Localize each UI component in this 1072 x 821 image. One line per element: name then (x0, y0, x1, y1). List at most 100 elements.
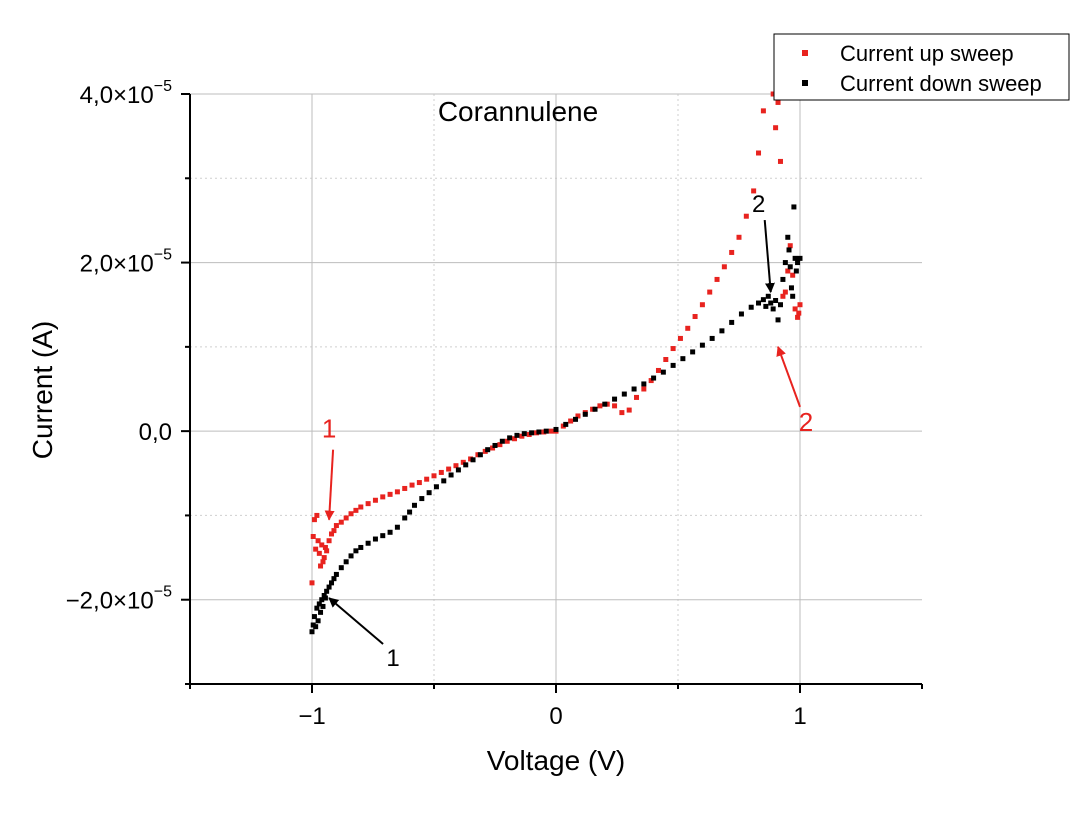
annotation-label: 1 (386, 645, 399, 672)
data-point (582, 411, 588, 417)
data-point (563, 421, 569, 427)
data-point (446, 466, 452, 472)
data-point (760, 108, 766, 114)
data-point (773, 298, 779, 303)
legend: Current up sweep Current down sweep (773, 33, 1070, 101)
annotation-2: 2 (776, 345, 813, 437)
data-point (365, 540, 371, 546)
data-point (455, 467, 461, 473)
data-point (770, 91, 776, 97)
data-point (470, 457, 476, 463)
data-point (387, 529, 393, 535)
data-point (785, 234, 791, 240)
data-point (670, 346, 676, 352)
annotation-label: 2 (799, 407, 813, 437)
data-point (680, 356, 686, 362)
data-point (677, 335, 683, 341)
data-point (793, 268, 799, 274)
data-point (795, 260, 801, 266)
x-tick-label: −1 (298, 703, 325, 730)
data-point (777, 158, 783, 164)
data-point (756, 300, 762, 306)
data-point (780, 293, 786, 299)
data-point (358, 504, 364, 510)
data-point (786, 247, 792, 253)
y-tick-label: −2,0×10−5 (66, 584, 172, 615)
data-point (760, 297, 766, 303)
data-point (634, 394, 640, 400)
data-point (353, 507, 359, 513)
y-tick-label: 0,0 (139, 419, 172, 446)
data-point (318, 609, 324, 615)
data-point (407, 509, 413, 515)
data-point (453, 463, 459, 469)
data-point (685, 325, 691, 331)
legend-label: Current up sweep (840, 41, 1014, 66)
data-point (690, 349, 696, 355)
data-point (714, 276, 720, 282)
data-point (553, 426, 559, 432)
data-point (424, 476, 430, 482)
data-point (573, 416, 579, 422)
data-point (796, 310, 802, 316)
data-point (358, 544, 364, 550)
data-point (670, 362, 676, 368)
data-point (655, 367, 661, 373)
data-point (409, 482, 415, 488)
y-axis-title: Current (A) (27, 321, 58, 459)
data-point (438, 469, 444, 475)
data-point (318, 563, 324, 569)
data-point (631, 386, 637, 392)
data-point (309, 580, 315, 586)
x-tick-label: 1 (793, 703, 806, 730)
data-point (313, 546, 319, 552)
data-point (797, 255, 803, 261)
data-point (780, 276, 786, 282)
data-point (460, 459, 466, 465)
data-point (775, 317, 781, 323)
data-point (692, 314, 698, 320)
data-point (765, 293, 771, 299)
data-point (568, 418, 574, 424)
legend-box (773, 33, 1070, 101)
data-point (782, 289, 788, 295)
data-point (651, 375, 657, 381)
data-point (775, 99, 781, 105)
data-point (402, 485, 408, 491)
data-point (372, 497, 378, 503)
data-point (311, 517, 317, 523)
data-point (514, 432, 520, 438)
data-point (787, 264, 793, 270)
legend-label: Current down sweep (840, 71, 1042, 96)
data-point (768, 300, 774, 306)
data-point (743, 213, 749, 219)
series-1 (309, 204, 803, 635)
data-point (477, 452, 483, 458)
data-point (773, 125, 779, 131)
data-point (519, 433, 525, 439)
data-point (320, 559, 326, 565)
data-point (797, 302, 803, 308)
data-point (548, 428, 554, 434)
data-point (782, 260, 788, 266)
data-point (641, 386, 647, 392)
data-point (353, 548, 359, 554)
data-points (309, 91, 803, 635)
data-point (699, 342, 705, 348)
data-point (343, 559, 349, 565)
data-point (394, 489, 400, 495)
data-point (777, 302, 783, 308)
data-point (699, 302, 705, 308)
x-axis-title: Voltage (V) (487, 745, 626, 776)
data-point (612, 403, 618, 409)
legend-marker (802, 50, 808, 56)
data-point (321, 555, 327, 561)
data-point (348, 511, 354, 517)
data-point (380, 533, 386, 539)
data-point (324, 548, 330, 554)
data-point (309, 629, 315, 635)
data-point (316, 550, 322, 556)
annotation-label: 2 (752, 191, 765, 218)
data-point (431, 473, 437, 479)
annotation-arrow (763, 219, 775, 294)
